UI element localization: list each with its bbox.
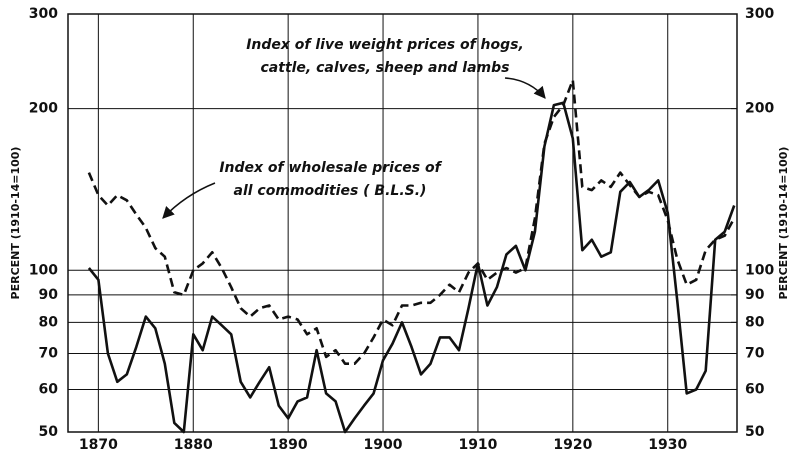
x-tick-label: 1910 xyxy=(458,437,497,453)
x-tick-label: 1900 xyxy=(364,437,403,453)
y-tick-label: 50 xyxy=(39,424,59,440)
y-tick-label: 200 xyxy=(29,101,58,117)
y2-tick-label: 200 xyxy=(745,101,774,117)
data-line xyxy=(87,78,736,365)
y2-axis-title: PERCENT (1910-14=100) xyxy=(777,147,790,300)
annotation-arrow xyxy=(162,182,216,219)
y2-tick-label: 100 xyxy=(745,262,774,278)
y-axis-title: PERCENT (1910-14=100) xyxy=(9,147,22,300)
y2-tick-label: 50 xyxy=(745,424,765,440)
y-tick-label: 300 xyxy=(29,6,58,22)
y2-tick-label: 80 xyxy=(745,314,765,330)
plot-frame xyxy=(67,13,738,433)
annotation: cattle, calves, sheep and lambs xyxy=(261,60,510,76)
data-line xyxy=(87,101,736,434)
annotation: Index of wholesale prices of xyxy=(219,160,442,176)
y-tick-label: 90 xyxy=(39,287,59,303)
y-tick-label: 70 xyxy=(39,346,59,362)
y-tick-label: 80 xyxy=(39,314,59,330)
annotation: Index of live weight prices of hogs, xyxy=(246,37,524,53)
y2-tick-label: 300 xyxy=(745,6,774,22)
x-tick-label: 1930 xyxy=(648,437,687,453)
annotation-arrow xyxy=(504,77,546,99)
y2-tick-label: 90 xyxy=(745,287,765,303)
x-tick-label: 1870 xyxy=(79,437,118,453)
x-tick-label: 1880 xyxy=(174,437,213,453)
y-tick-label: 100 xyxy=(29,262,58,278)
y2-tick-label: 70 xyxy=(745,346,765,362)
x-tick-label: 1920 xyxy=(553,437,592,453)
y2-tick-label: 60 xyxy=(745,381,765,397)
y-tick-label: 60 xyxy=(39,381,59,397)
x-tick-label: 1890 xyxy=(269,437,308,453)
annotation: all commodities ( B.L.S.) xyxy=(234,183,427,199)
